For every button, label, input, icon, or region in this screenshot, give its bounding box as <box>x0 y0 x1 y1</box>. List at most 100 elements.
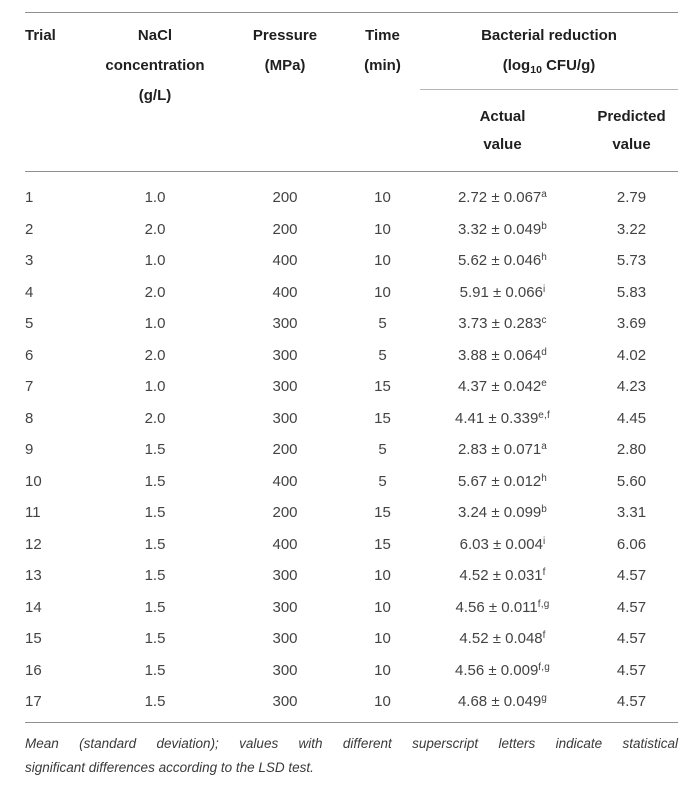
actual-value-superscript: i <box>542 283 546 295</box>
cell-time: 10 <box>374 220 391 238</box>
column-header-nacl: NaCl concentration (g/L) <box>85 13 225 171</box>
results-table: Trial NaCl concentration (g/L) Pressure … <box>25 12 678 780</box>
cell-trial: 11 <box>25 504 41 522</box>
cell-pressure: 200 <box>272 441 298 459</box>
cell-time: 5 <box>378 315 387 333</box>
cell-pressure: 300 <box>272 346 298 364</box>
actual-value-superscript: b <box>541 220 548 232</box>
cell-predicted-value: 4.57 <box>616 567 647 585</box>
cell-time: 5 <box>378 472 387 490</box>
table-row: 13 1.5 300 10 4.52 ± 0.031f 4.57 <box>25 560 678 592</box>
actual-value-superscript: f,g <box>537 598 550 610</box>
cell-time: 10 <box>374 693 391 711</box>
cell-pressure: 200 <box>272 220 298 238</box>
cell-nacl-concentration: 1.5 <box>144 535 166 553</box>
actual-value-mean-sd: 2.72 ± 0.067 <box>457 189 542 207</box>
cell-trial: 10 <box>25 472 42 490</box>
cell-trial: 2 <box>25 220 34 238</box>
cell-time: 15 <box>374 378 391 396</box>
cell-nacl-concentration: 1.5 <box>144 472 166 490</box>
cell-actual-value: 5.91 ± 0.066i <box>420 284 585 301</box>
cell-predicted-value: 2.79 <box>616 189 647 207</box>
cell-actual-value: 4.68 ± 0.049g <box>420 693 585 710</box>
cell-time: 10 <box>374 567 391 585</box>
cell-pressure: 400 <box>272 472 298 490</box>
table-row: 1 1.0 200 10 2.72 ± 0.067a 2.79 <box>25 182 678 214</box>
column-header-time-unit: (min) <box>364 57 401 74</box>
column-header-nacl-line2: concentration <box>105 57 205 74</box>
column-header-bacterial-line1: Bacterial reduction <box>481 27 617 44</box>
cell-predicted-value: 4.57 <box>616 598 647 616</box>
cell-nacl-concentration: 2.0 <box>144 409 166 427</box>
cell-trial: 12 <box>25 535 42 553</box>
actual-value-mean-sd: 5.67 ± 0.012 <box>457 472 542 490</box>
cell-actual-value: 4.52 ± 0.048f <box>420 630 585 647</box>
actual-value-superscript: h <box>541 472 548 484</box>
table-row: 15 1.5 300 10 4.52 ± 0.048f 4.57 <box>25 623 678 655</box>
actual-value-mean-sd: 4.52 ± 0.031 <box>459 567 543 585</box>
cell-actual-value: 5.67 ± 0.012h <box>420 473 585 490</box>
cell-time: 10 <box>374 598 391 616</box>
cell-actual-value: 4.56 ± 0.011f,g <box>420 599 585 616</box>
table-row: 12 1.5 400 15 6.03 ± 0.004i 6.06 <box>25 529 678 561</box>
cell-pressure: 300 <box>272 567 298 585</box>
cell-actual-value: 3.73 ± 0.283c <box>420 315 585 332</box>
column-header-time: Time (min) <box>345 13 420 171</box>
cell-trial: 4 <box>25 283 34 301</box>
cell-predicted-value: 4.02 <box>616 346 647 364</box>
cell-nacl-concentration: 1.0 <box>144 315 166 333</box>
cell-trial: 7 <box>25 378 34 396</box>
cell-time: 15 <box>374 504 391 522</box>
actual-value-mean-sd: 3.73 ± 0.283 <box>458 315 542 333</box>
cell-trial: 16 <box>25 661 42 679</box>
cell-actual-value: 4.37 ± 0.042e <box>420 378 585 395</box>
cell-nacl-concentration: 1.5 <box>144 504 166 522</box>
cell-time: 15 <box>374 409 391 427</box>
actual-value-superscript: a <box>541 189 548 201</box>
actual-value-superscript: e <box>541 378 548 390</box>
column-header-bacterial-reduction: Bacterial reduction (log10 CFU/g) <box>420 13 678 90</box>
cell-actual-value: 4.56 ± 0.009f,g <box>420 662 585 679</box>
header-bottom-rule <box>25 171 678 172</box>
actual-value-superscript: f,g <box>538 661 551 673</box>
cell-time: 15 <box>374 535 391 553</box>
cell-trial: 8 <box>25 409 34 427</box>
table-row: 11 1.5 200 15 3.24 ± 0.099b 3.31 <box>25 497 678 529</box>
cell-predicted-value: 4.57 <box>616 630 647 648</box>
column-header-predicted-line2: value <box>612 136 651 153</box>
cell-trial: 15 <box>25 630 42 648</box>
cell-actual-value: 3.32 ± 0.049b <box>420 221 585 238</box>
cell-predicted-value: 5.73 <box>616 252 647 270</box>
cell-trial: 14 <box>25 598 42 616</box>
cell-predicted-value: 6.06 <box>616 535 647 553</box>
cell-pressure: 300 <box>272 630 298 648</box>
cell-pressure: 300 <box>272 693 298 711</box>
actual-value-mean-sd: 4.52 ± 0.048 <box>459 630 543 648</box>
column-header-pressure-line1: Pressure <box>252 27 318 44</box>
cell-actual-value: 4.41 ± 0.339e,f <box>420 410 585 427</box>
actual-value-superscript: f <box>542 630 546 642</box>
cell-nacl-concentration: 1.5 <box>144 441 166 459</box>
footnote-line2: significant differences according to the… <box>25 759 314 775</box>
cell-actual-value: 3.24 ± 0.099b <box>420 504 585 521</box>
cell-actual-value: 4.52 ± 0.031f <box>420 567 585 584</box>
table-row: 2 2.0 200 10 3.32 ± 0.049b 3.22 <box>25 214 678 246</box>
cell-nacl-concentration: 2.0 <box>144 346 166 364</box>
actual-value-mean-sd: 3.24 ± 0.099 <box>457 504 542 522</box>
actual-value-superscript: d <box>541 346 548 358</box>
column-header-bacterial-unit: (log10 CFU/g) <box>420 51 678 85</box>
cell-time: 10 <box>374 189 391 207</box>
bacterial-unit-subscript: 10 <box>530 64 542 76</box>
actual-value-mean-sd: 4.56 ± 0.011 <box>455 598 538 616</box>
column-header-actual-line1: Actual <box>479 108 526 125</box>
cell-predicted-value: 4.45 <box>616 409 647 427</box>
cell-actual-value: 6.03 ± 0.004i <box>420 536 585 553</box>
column-header-pressure-unit: (MPa) <box>264 57 306 74</box>
actual-value-superscript: h <box>541 252 548 264</box>
cell-trial: 17 <box>25 693 42 711</box>
actual-value-mean-sd: 4.56 ± 0.009 <box>454 661 539 679</box>
table-bottom-rule <box>25 721 678 723</box>
cell-trial: 1 <box>25 189 34 207</box>
cell-predicted-value: 5.83 <box>616 283 647 301</box>
cell-nacl-concentration: 1.5 <box>144 661 166 679</box>
